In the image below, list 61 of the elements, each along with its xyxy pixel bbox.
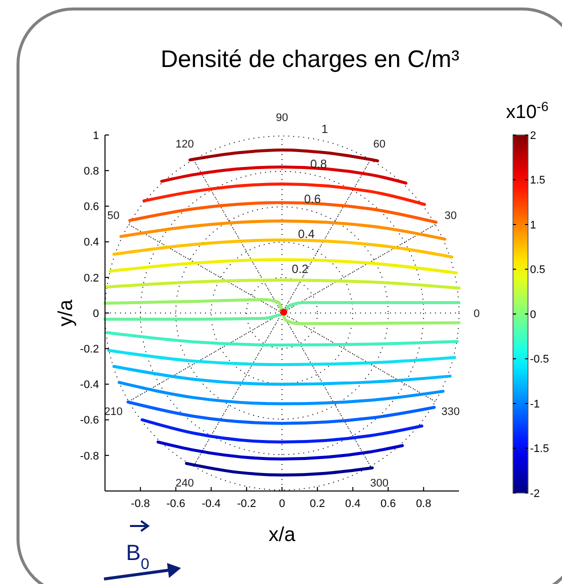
y-tick-label: 1 <box>92 130 99 142</box>
line-series <box>104 301 460 321</box>
x-tick-label: -0.2 <box>237 498 256 510</box>
line-series <box>126 400 436 425</box>
y-tick-label: 0 <box>92 308 99 320</box>
line-series <box>105 278 460 290</box>
color-bar-label: -1 <box>530 398 540 410</box>
x-tick-label: 0.2 <box>310 498 326 510</box>
color-bar-label: -2 <box>530 488 540 500</box>
y-tick-label: -0.8 <box>80 450 99 462</box>
x-tick-label: -0.8 <box>130 498 150 510</box>
line-series <box>184 462 374 476</box>
line-series <box>112 364 452 386</box>
color-bar-label: 1 <box>530 219 536 232</box>
color-bar-label: -1.5 <box>530 443 549 456</box>
annotation: 300 <box>370 477 389 490</box>
annotation: 60 <box>373 138 386 150</box>
annotation: 30 <box>444 210 457 222</box>
line-series <box>140 418 424 444</box>
annotation: 210 <box>104 406 123 418</box>
y-tick-label: 0.8 <box>84 165 99 178</box>
color-bar-title: x10$^{-6}$ <box>506 98 548 123</box>
line-series <box>107 348 456 366</box>
chart-title: Densité de charges en C/m³ <box>160 46 460 73</box>
y-tick-label: 0.6 <box>84 201 99 214</box>
annotation: 120 <box>175 138 194 150</box>
color-bar-label: 0.5 <box>530 264 546 276</box>
y-tick-label: -0.2 <box>80 343 99 356</box>
text: 0 <box>474 308 480 320</box>
x-tick-label: -0.4 <box>202 498 221 510</box>
y-tick-label: 0.4 <box>84 236 99 249</box>
text: B$_{0}$ <box>126 540 150 572</box>
color-bar-label: 2 <box>530 130 536 142</box>
line-series <box>112 238 454 258</box>
line-series <box>156 440 404 460</box>
annotation: 240 <box>175 477 194 490</box>
y-tick-label: -0.6 <box>80 414 99 427</box>
y-axis-title: y/a <box>55 298 77 326</box>
line-series <box>104 298 460 326</box>
y-tick-label: 0.2 <box>84 272 99 284</box>
line-series <box>105 331 459 347</box>
text: 90 <box>276 112 288 124</box>
annotation: 1 <box>321 122 328 136</box>
annotation: 50 <box>107 210 120 222</box>
y-tick-label: -0.4 <box>80 379 99 392</box>
line-series <box>108 258 458 274</box>
x-tick-label: 0.6 <box>380 498 396 510</box>
x-axis-title: x/a <box>268 524 296 546</box>
color-bar-label: 1.5 <box>530 174 546 187</box>
x-tick-label: 0.8 <box>416 498 432 510</box>
x-tick-label: -0.6 <box>166 498 186 510</box>
line-series <box>142 182 426 206</box>
line-series <box>119 219 446 241</box>
annotation: 330 <box>441 406 460 418</box>
x-tick-label: 0 <box>278 498 286 510</box>
annotation: 0.2 <box>292 262 309 276</box>
x-tick-label: 0.4 <box>345 498 360 510</box>
color-bar-label: 0 <box>530 308 536 321</box>
color-bar-label: -0.5 <box>530 354 549 366</box>
annotation: 0.4 <box>298 227 315 242</box>
line-series <box>118 380 445 406</box>
